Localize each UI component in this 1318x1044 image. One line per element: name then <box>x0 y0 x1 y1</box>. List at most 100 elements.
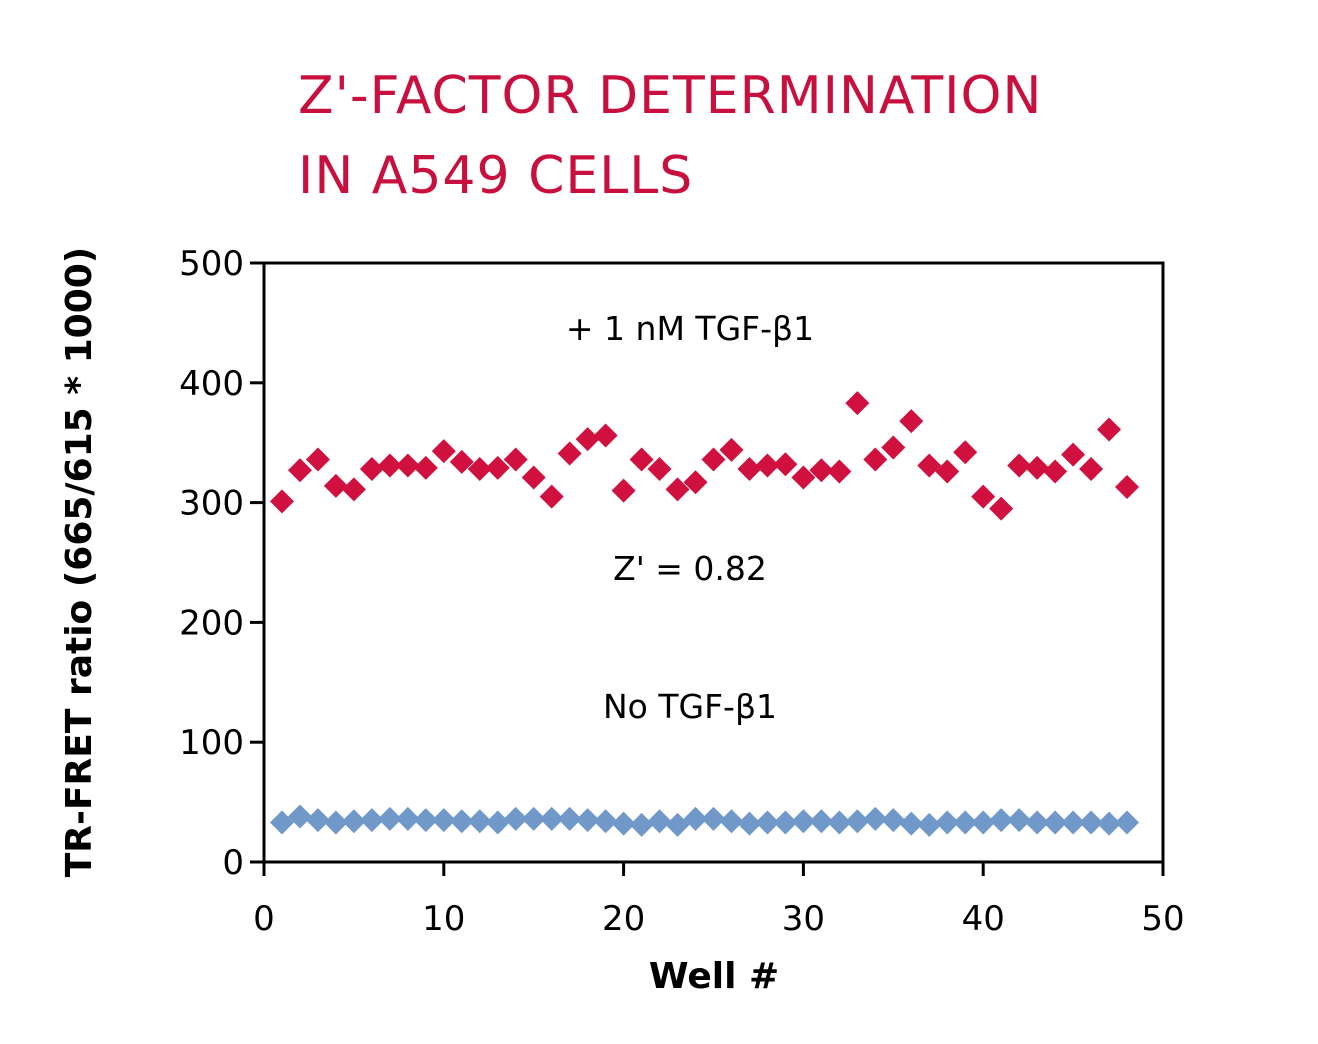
x-tick-label: 0 <box>253 899 275 939</box>
x-tick-label: 30 <box>782 899 825 939</box>
treated-data-point <box>989 496 1014 521</box>
annotation-zprime: Z' = 0.82 <box>613 549 767 588</box>
treated-data-point <box>773 452 798 477</box>
y-tick-label: 0 <box>222 843 244 883</box>
plot-frame <box>262 261 1165 864</box>
treated-data-point <box>1043 459 1068 484</box>
untreated-data-point <box>413 808 438 833</box>
treated-data-point <box>701 447 726 472</box>
untreated-data-point <box>989 808 1014 833</box>
treated-data-point <box>809 458 834 483</box>
x-tick-label: 50 <box>1141 899 1184 939</box>
y-tick-label: 100 <box>179 723 244 763</box>
untreated-data-point <box>377 806 402 831</box>
untreated-data-point <box>485 810 510 835</box>
untreated-data-point <box>575 808 600 833</box>
y-tick-label: 200 <box>179 603 244 643</box>
treated-data-point <box>647 457 672 482</box>
untreated-data-point <box>593 809 618 834</box>
treated-data-point <box>269 489 294 514</box>
chart-title-line-1: Z'-FACTOR DETERMINATION <box>298 66 1043 126</box>
untreated-data-point <box>539 806 564 831</box>
untreated-data-point <box>1007 808 1032 833</box>
y-axis-label: TR-FRET ratio (665/615 * 1000) <box>59 247 100 878</box>
chart-title: Z'-FACTOR DETERMINATION IN A549 CELLS <box>298 56 1042 216</box>
untreated-data-point <box>1061 810 1086 835</box>
treated-data-point <box>827 459 852 484</box>
untreated-data-point <box>1079 810 1104 835</box>
treated-data-point <box>1079 457 1104 482</box>
x-tick-label: 40 <box>962 899 1005 939</box>
untreated-data-point <box>719 809 744 834</box>
treated-data-point <box>629 447 654 472</box>
treated-data-point <box>1025 455 1050 480</box>
y-tick-label: 400 <box>179 364 244 404</box>
treated-data-point <box>521 465 546 490</box>
untreated-data-point <box>863 806 888 831</box>
annotation-treated: + 1 nM TGF-β1 <box>566 309 814 348</box>
treated-data-point <box>1061 442 1086 467</box>
annotation-untreated: No TGF-β1 <box>603 687 777 726</box>
untreated-data-point <box>701 806 726 831</box>
untreated-data-point <box>1043 810 1068 835</box>
untreated-data-point <box>431 808 456 833</box>
treated-data-point <box>971 484 996 509</box>
untreated-data-point <box>611 811 636 836</box>
treated-data-point <box>845 391 870 416</box>
untreated-data-point <box>1115 810 1140 835</box>
untreated-data-point <box>305 808 330 833</box>
untreated-data-point <box>773 810 798 835</box>
untreated-data-point <box>647 809 672 834</box>
untreated-data-point <box>845 809 870 834</box>
treated-data-point <box>323 473 348 498</box>
treated-data-point <box>683 470 708 495</box>
treated-data-point <box>1097 417 1122 442</box>
treated-data-point <box>593 423 618 448</box>
treated-data-point <box>467 457 492 482</box>
x-axis-label: Well # <box>649 956 779 997</box>
untreated-data-point <box>935 810 960 835</box>
treated-data-point <box>395 453 420 478</box>
treated-data-point <box>737 457 762 482</box>
treated-data-point <box>377 453 402 478</box>
chart-title-line-2: IN A549 CELLS <box>298 146 694 206</box>
treated-data-point <box>611 478 636 503</box>
treated-data-point <box>503 447 528 472</box>
untreated-data-point <box>827 810 852 835</box>
y-tick-label: 500 <box>179 244 244 284</box>
untreated-data-point <box>467 809 492 834</box>
untreated-data-point <box>971 810 996 835</box>
treated-data-point <box>665 477 690 502</box>
untreated-data-point <box>791 809 816 834</box>
treated-data-point <box>305 447 330 472</box>
untreated-data-point <box>359 808 384 833</box>
treated-data-point <box>359 457 384 482</box>
treated-data-point <box>755 453 780 478</box>
untreated-data-point <box>953 810 978 835</box>
treated-data-point <box>539 484 564 509</box>
untreated-data-point <box>629 812 654 837</box>
treated-data-point <box>485 455 510 480</box>
untreated-data-point <box>899 811 924 836</box>
untreated-data-point <box>557 806 582 831</box>
untreated-data-point <box>503 806 528 831</box>
treated-data-point <box>557 441 582 466</box>
treated-data-point <box>719 437 744 462</box>
treated-data-point <box>431 439 456 464</box>
untreated-data-point <box>755 810 780 835</box>
untreated-data-point <box>521 806 546 831</box>
untreated-data-point <box>287 804 312 829</box>
untreated-data-point <box>395 806 420 831</box>
treated-data-point <box>575 427 600 452</box>
treated-data-point <box>953 440 978 465</box>
treated-data-point <box>791 465 816 490</box>
treated-data-point <box>1007 453 1032 478</box>
untreated-data-point <box>683 806 708 831</box>
treated-data-point <box>935 459 960 484</box>
treated-data-point <box>287 458 312 483</box>
treated-data-point <box>449 449 474 474</box>
treated-data-point <box>341 477 366 502</box>
untreated-data-point <box>809 809 834 834</box>
treated-data-point <box>413 455 438 480</box>
